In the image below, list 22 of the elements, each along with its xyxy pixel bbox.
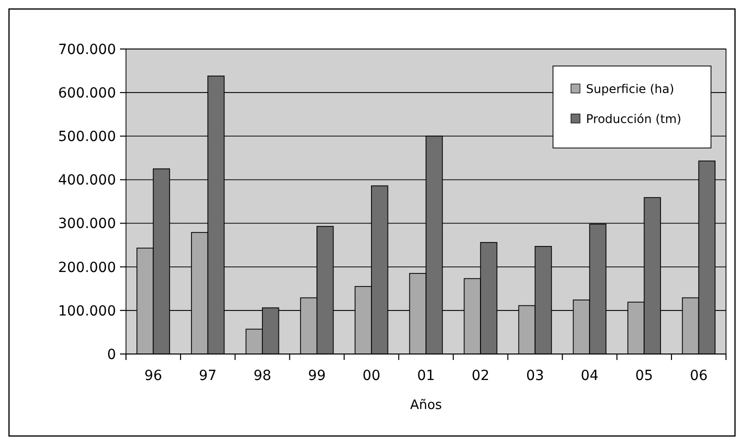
legend-label: Producción (tm) [586,112,682,126]
x-tick-label: 04 [580,368,599,384]
y-tick-label: 0 [107,346,116,363]
y-tick-label: 200.000 [58,260,116,276]
y-tick-label: 700.000 [58,42,116,58]
x-tick-label: 01 [417,368,435,384]
y-tick-label: 500.000 [58,129,116,146]
y-tick-label: 600.000 [58,85,116,102]
x-tick-label: 97 [198,368,217,384]
x-tick-label: 98 [253,368,272,384]
x-tick-label: 02 [472,368,490,384]
x-axis-title: Años [410,398,442,413]
y-tick-label: 300.000 [58,216,116,232]
y-tick-label: 400.000 [58,172,116,189]
x-tick-label: 03 [526,368,544,384]
y-tick-label: 100.000 [58,303,116,320]
legend-label: Superficie (ha) [586,82,674,96]
x-tick-label: 99 [308,368,326,384]
x-tick-label: 96 [144,368,162,384]
x-tick-label: 00 [362,368,380,384]
x-tick-label: 06 [690,368,708,384]
x-tick-label: 05 [635,368,654,384]
